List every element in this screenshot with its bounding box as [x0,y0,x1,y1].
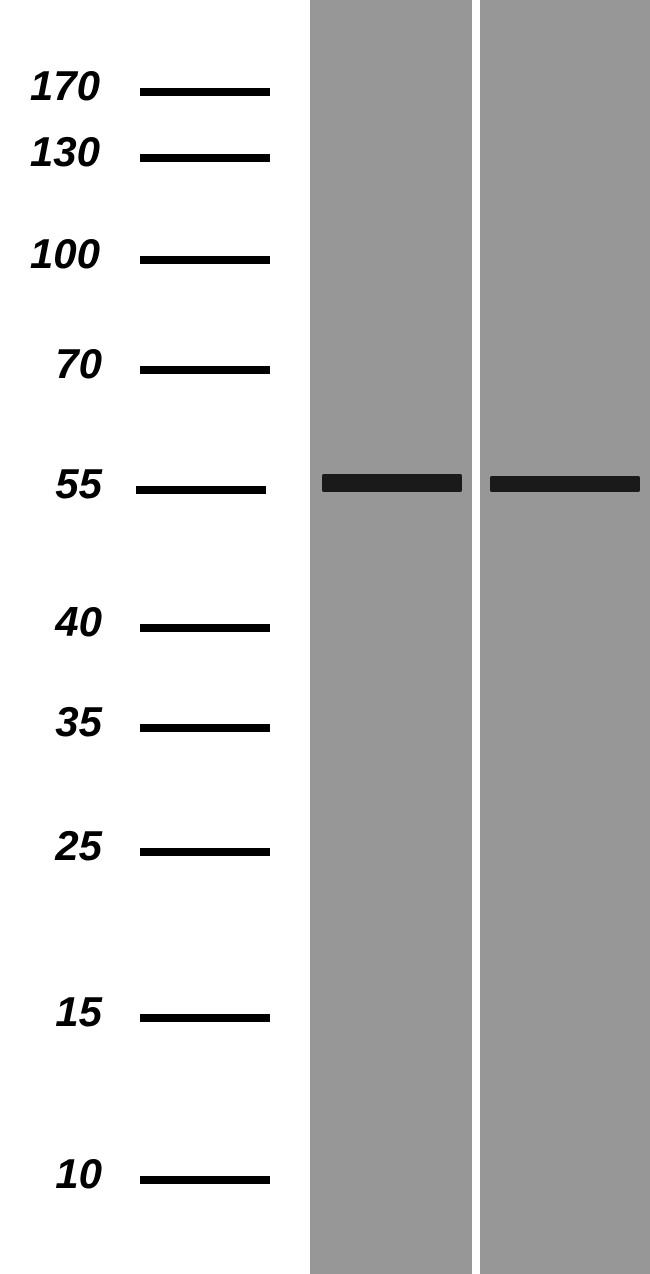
marker-label-130: 130 [20,128,100,176]
marker-label-40: 40 [40,598,102,646]
marker-label-15: 15 [40,988,102,1036]
protein-band-lane-1-1 [322,474,462,492]
marker-label-35: 35 [40,698,102,746]
western-blot-container: 170 130 100 70 55 40 35 25 15 10 [0,0,650,1274]
marker-label-25: 25 [40,822,102,870]
marker-label-100: 100 [20,230,100,278]
marker-tick-40 [140,624,270,632]
blot-lane-2 [480,0,650,1274]
marker-tick-10 [140,1176,270,1184]
marker-label-70: 70 [40,340,102,388]
marker-label-10: 10 [40,1150,102,1198]
blot-lane-1 [310,0,472,1274]
marker-tick-130 [140,154,270,162]
marker-tick-15 [140,1014,270,1022]
protein-band-lane-2-1 [490,476,640,492]
marker-tick-35 [140,724,270,732]
marker-tick-100 [140,256,270,264]
marker-tick-25 [140,848,270,856]
molecular-weight-ladder: 170 130 100 70 55 40 35 25 15 10 [0,0,310,1274]
marker-tick-70 [140,366,270,374]
marker-label-55: 55 [40,460,102,508]
marker-label-170: 170 [20,62,100,110]
marker-tick-55 [136,486,266,494]
marker-tick-170 [140,88,270,96]
